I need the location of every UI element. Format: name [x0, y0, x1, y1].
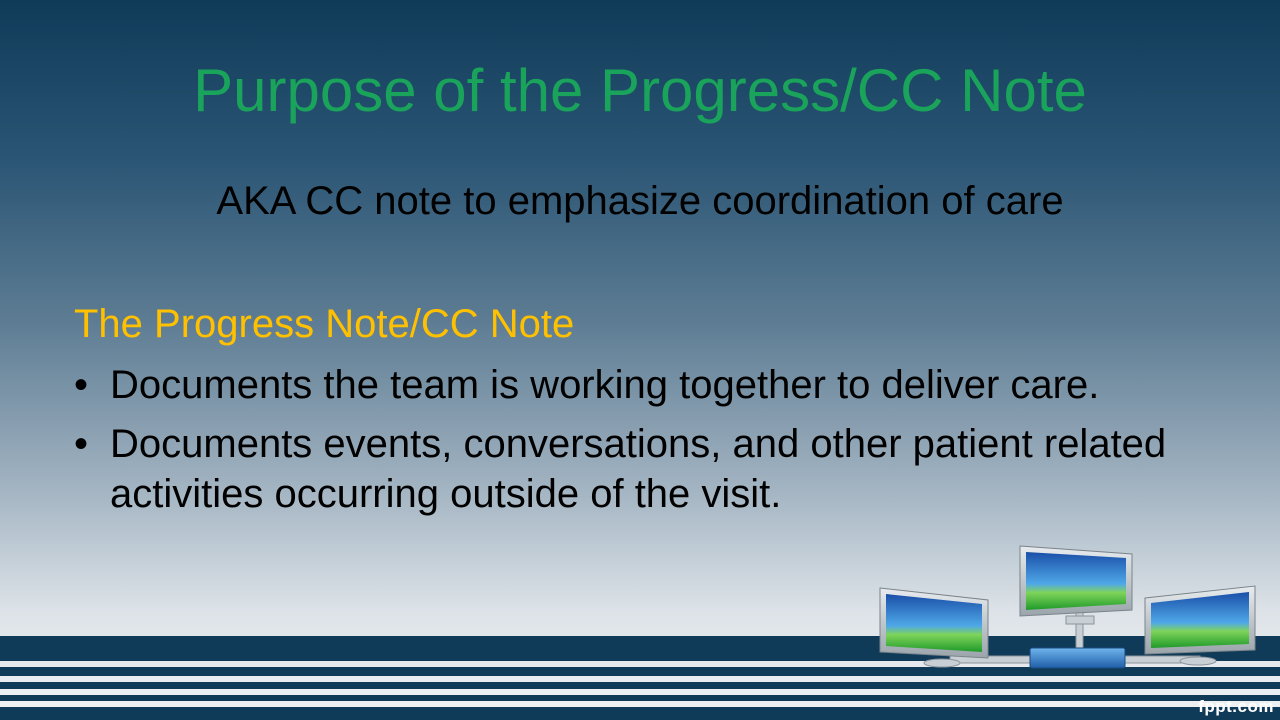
bullet-text: Documents the team is working together t…: [110, 363, 1100, 407]
slide-subtitle: AKA CC note to emphasize coordination of…: [216, 179, 1064, 223]
networked-computers-illustration: [879, 545, 1256, 669]
bullet-dot: •: [74, 363, 89, 407]
bullet-dot: •: [74, 422, 89, 466]
bullet-list: • Documents the team is working together…: [74, 360, 1194, 528]
bullet-text: Documents events, conversations, and oth…: [110, 422, 1167, 516]
slide-title: Purpose of the Progress/CC Note: [193, 57, 1087, 124]
bullet-item: • Documents events, conversations, and o…: [74, 419, 1194, 519]
footer-stripe: [0, 695, 1280, 701]
bullet-item: • Documents the team is working together…: [74, 360, 1194, 410]
footer-stripe: [0, 667, 1280, 676]
footer-stripe: [0, 707, 1280, 720]
section-heading: The Progress Note/CC Note: [74, 302, 575, 346]
brand-watermark: fppt.com: [1198, 697, 1274, 716]
footer-stripe: [0, 682, 1280, 689]
